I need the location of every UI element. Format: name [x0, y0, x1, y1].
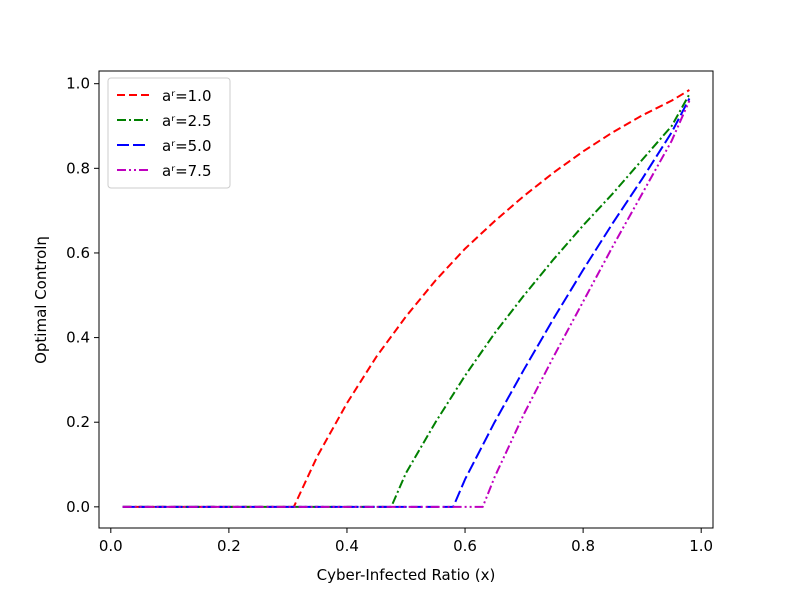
y-axis-title: Optimal Controlη — [32, 236, 50, 364]
x-tick-label: 0.2 — [217, 537, 241, 555]
x-axis-title: Cyber-Infected Ratio (x) — [317, 566, 496, 584]
x-tick-label: 0.4 — [335, 537, 359, 555]
legend: aʳ=1.0 aʳ=2.5 aʳ=5.0 aʳ=7.5 — [107, 77, 231, 189]
y-tick-label: 0.0 — [66, 498, 90, 516]
x-tick-label: 0.6 — [453, 537, 477, 555]
legend-label: aʳ=5.0 — [162, 137, 212, 155]
series-line — [122, 89, 690, 508]
axes-frame — [98, 70, 714, 529]
legend-label: aʳ=2.5 — [162, 112, 212, 130]
x-tick-label: 0.8 — [571, 537, 595, 555]
legend-box — [107, 77, 231, 189]
x-tick-label: 0.0 — [99, 537, 123, 555]
x-axis-ticks: 0.0 0.2 0.4 0.6 0.8 1.0 — [99, 528, 713, 555]
plot-lines — [122, 89, 691, 508]
y-tick-label: 0.4 — [66, 329, 90, 347]
series-line — [122, 98, 691, 508]
y-tick-label: 0.6 — [66, 244, 90, 262]
series-line — [122, 100, 691, 508]
legend-label: aʳ=1.0 — [162, 87, 212, 105]
y-tick-label: 1.0 — [66, 75, 90, 93]
x-tick-label: 1.0 — [689, 537, 713, 555]
y-tick-label: 0.8 — [66, 159, 90, 177]
y-tick-label: 0.2 — [66, 413, 90, 431]
y-axis-ticks: 0.0 0.2 0.4 0.6 0.8 1.0 — [66, 75, 99, 516]
legend-label: aʳ=7.5 — [162, 162, 212, 180]
series-line — [122, 93, 691, 508]
